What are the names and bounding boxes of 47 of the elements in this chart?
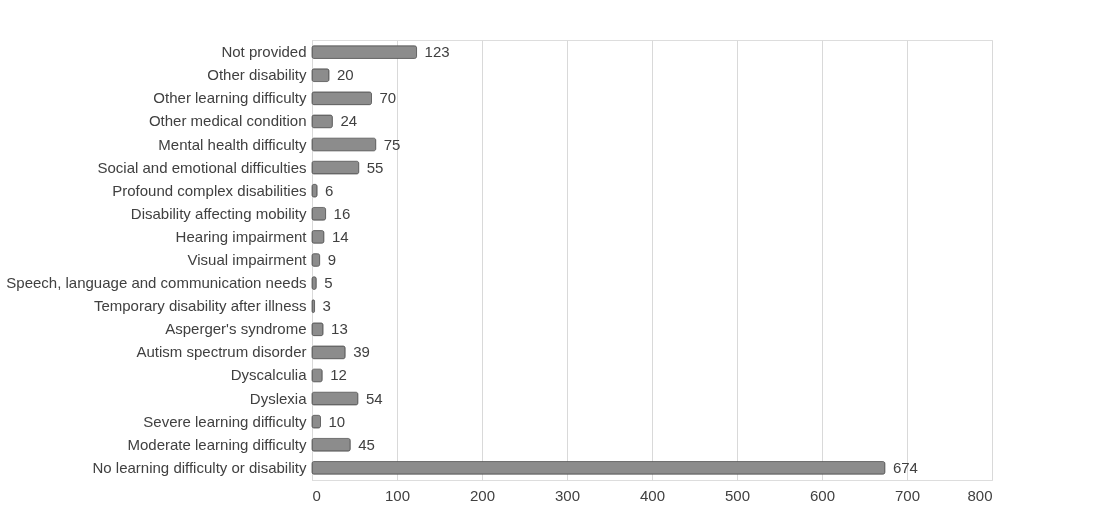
data-label: 674	[892, 458, 918, 476]
y-tick-label: Not provided	[221, 43, 307, 61]
x-tick-label: 700	[894, 486, 921, 504]
data-label: 3	[322, 297, 331, 315]
data-label: 39	[353, 343, 370, 361]
y-tick-label: Other learning difficulty	[153, 89, 307, 107]
y-tick-label: Temporary disability after illness	[93, 297, 307, 315]
data-label: 5	[324, 274, 333, 292]
x-tick-label: 100	[384, 486, 411, 504]
x-tick-label: 400	[639, 486, 666, 504]
data-label: 55	[366, 158, 384, 176]
y-tick-label: Autism spectrum disorder	[136, 343, 307, 361]
data-label: 10	[328, 412, 346, 430]
data-label: 9	[327, 251, 336, 268]
y-tick-label: Other medical condition	[148, 112, 307, 130]
data-label: 20	[337, 66, 354, 84]
y-tick-label: Severe learning difficulty	[143, 412, 307, 430]
x-tick-label: 500	[724, 486, 751, 504]
y-tick-label: Disability affecting mobility	[130, 204, 307, 222]
y-tick-label: Dyslexia	[249, 389, 308, 407]
y-tick-label: Social and emotional difficulties	[97, 158, 307, 176]
data-label: 12	[330, 366, 347, 384]
y-tick-label: Profound complex disabilities	[112, 181, 307, 199]
x-tick-label: 800	[967, 486, 993, 504]
data-label: 70	[379, 89, 397, 107]
y-tick-label: Moderate learning difficulty	[127, 435, 307, 453]
y-tick-label: Asperger's syndrome	[165, 320, 307, 338]
data-label: 16	[333, 204, 351, 222]
x-tick-label: 300	[554, 486, 581, 504]
data-label: 75	[383, 135, 401, 153]
data-label: 54	[365, 389, 383, 407]
data-label: 45	[358, 435, 375, 453]
y-tick-label: Other disability	[207, 66, 307, 84]
data-label: 24	[340, 112, 358, 130]
y-tick-label: Hearing impairment	[175, 227, 308, 245]
x-tick-label: 200	[469, 486, 496, 504]
x-tick-label: 600	[809, 486, 836, 504]
y-tick-label: Visual impairment	[187, 251, 308, 268]
y-tick-label: Dyscalculia	[230, 366, 308, 384]
data-label: 14	[331, 227, 349, 245]
data-label: 6	[325, 181, 334, 199]
data-label: 13	[331, 320, 348, 338]
data-label: 123	[424, 43, 450, 61]
y-tick-label: Mental health difficulty	[158, 135, 307, 153]
y-tick-label: Speech, language and communication needs	[6, 274, 307, 292]
y-tick-label: No learning difficulty or disability	[92, 458, 307, 476]
x-tick-label: 0	[312, 486, 321, 504]
